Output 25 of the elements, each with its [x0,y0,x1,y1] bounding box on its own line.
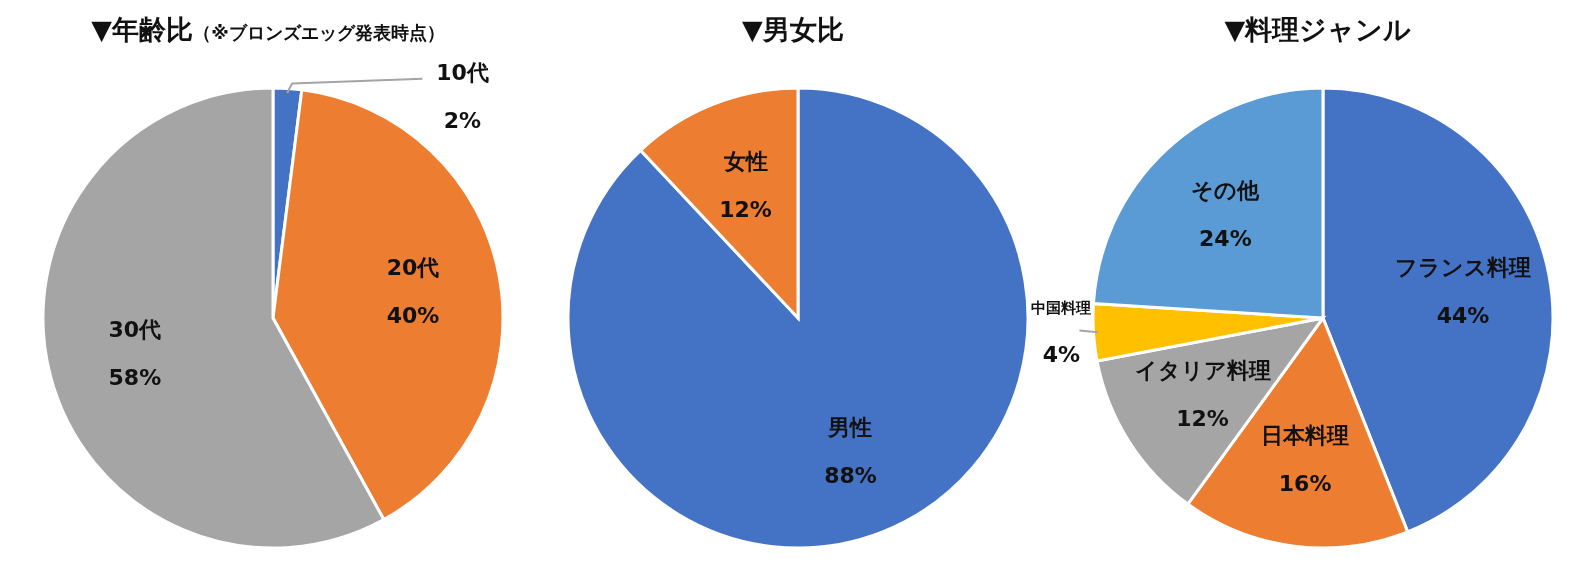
data-label: 12% [1176,406,1229,432]
slice-label: 10代 [436,60,489,86]
data-label: 16% [1278,471,1332,497]
data-label: 58% [108,365,162,391]
data-label: 4% [1042,342,1081,368]
data-label: 12% [719,197,772,223]
slice-label: フランス料理 [1395,255,1532,281]
chart-title: ▼男女比 [742,14,844,45]
data-label: 24% [1199,226,1252,252]
chart-subtitle: （※ブロンズエッグ発表時点） [193,22,445,43]
data-label: 88% [824,462,877,488]
pie-slice [566,86,1030,550]
slice-label: 30代 [108,317,162,343]
slice-label: 日本料理 [1261,423,1350,449]
slice-label: 20代 [386,255,440,281]
slice-label: その他 [1191,178,1261,204]
chart-title: ▼料理ジャンル [1224,14,1412,45]
slice-label: 中国料理 [1031,298,1092,317]
data-label: 2% [443,108,482,134]
data-label: 44% [1436,303,1490,329]
chart-title: ▼年齢比 [91,14,194,45]
slice-label: 男性 [827,414,873,440]
slice-label: イタリア料理 [1134,358,1271,384]
slice-label: 女性 [722,149,768,175]
data-label: 40% [386,303,440,329]
